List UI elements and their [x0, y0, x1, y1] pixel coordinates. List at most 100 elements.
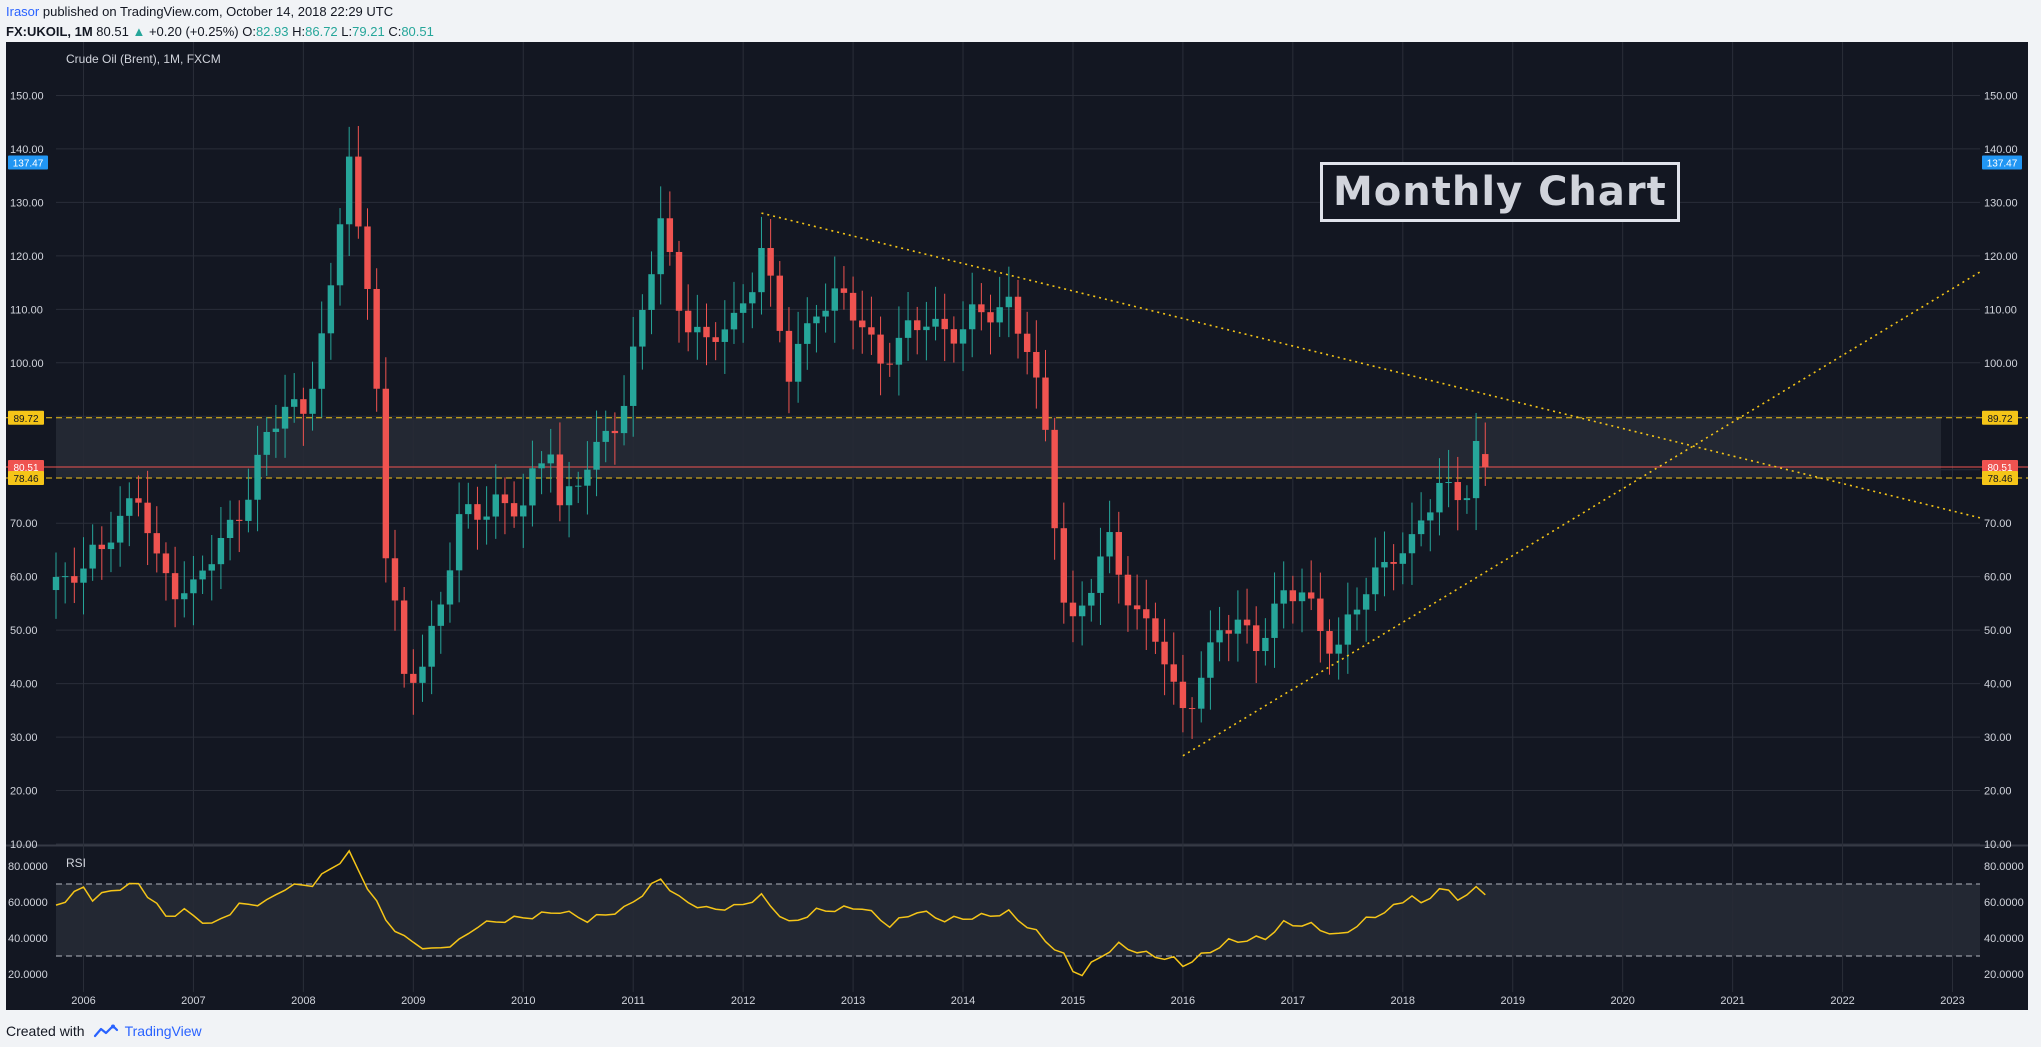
candle-body — [1390, 562, 1397, 564]
candle-body — [208, 564, 215, 571]
candle-body — [730, 312, 738, 330]
rsi-tick-label-left: 80.0000 — [8, 861, 48, 873]
high-value: 86.72 — [305, 24, 338, 39]
candle-body — [1472, 440, 1480, 499]
candle-body — [1216, 630, 1223, 643]
x-tick-label: 2016 — [1171, 995, 1195, 1007]
author-link[interactable]: Irasor — [6, 4, 40, 19]
y-tick-label-left: 110.00 — [10, 304, 43, 316]
candle-body — [694, 326, 701, 333]
candle-body — [98, 544, 106, 550]
x-tick-label: 2006 — [71, 995, 95, 1007]
candle-body — [144, 502, 151, 534]
candle-body — [611, 430, 619, 434]
candle-body — [510, 503, 518, 517]
candle-body — [767, 248, 774, 276]
chart-header: Irasor published on TradingView.com, Oct… — [6, 2, 434, 42]
candle-body — [1060, 528, 1068, 603]
candle-body — [1454, 482, 1461, 501]
candle-body — [135, 498, 142, 503]
candle-body — [721, 329, 729, 342]
monthly-chart-annotation[interactable]: Monthly Chart — [1320, 162, 1680, 222]
candle-body — [437, 604, 445, 626]
y-tick-label-right: 150.00 — [1984, 90, 2018, 102]
rsi-tick-label-right: 20.0000 — [1984, 969, 2024, 981]
candle-body — [1078, 605, 1086, 617]
candle-body — [1042, 377, 1049, 430]
candle-body — [474, 504, 481, 520]
candle-body — [400, 600, 408, 674]
candle-body — [620, 405, 628, 434]
candle-body — [932, 318, 939, 327]
candle-body — [1445, 482, 1452, 484]
candle-body — [959, 329, 967, 344]
candle-body — [1280, 590, 1287, 604]
candle-body — [116, 515, 124, 543]
y-tick-label-left: 30.00 — [10, 732, 38, 744]
candle-body — [126, 498, 133, 516]
candle-body — [1243, 619, 1251, 626]
x-tick-label: 2014 — [951, 995, 975, 1007]
candle-body — [61, 576, 69, 578]
x-tick-label: 2008 — [291, 995, 315, 1007]
rsi-line — [55, 849, 1486, 977]
candle-body — [465, 504, 472, 515]
candle-body — [1427, 512, 1434, 521]
x-tick-label: 2011 — [621, 995, 645, 1007]
y-tick-label-left: 140.00 — [10, 144, 44, 156]
candle-body — [1381, 562, 1388, 568]
candle-body — [639, 309, 646, 347]
tradingview-logo-icon — [93, 1024, 118, 1038]
candle-body — [712, 337, 719, 342]
candle-body — [813, 316, 820, 324]
x-tick-label: 2020 — [1610, 995, 1634, 1007]
candle-body — [941, 318, 948, 330]
candle-body — [547, 454, 554, 464]
publish-info: published on TradingView.com, October 14… — [42, 4, 394, 19]
candle-body — [89, 544, 96, 569]
rsi-tick-label-left: 60.0000 — [8, 897, 48, 909]
y-tick-label-left: 150.00 — [10, 90, 44, 102]
candle-body — [666, 218, 674, 252]
candle-body — [565, 486, 573, 506]
candle-body — [868, 327, 875, 335]
candle-body — [739, 303, 747, 313]
candle-body — [1170, 664, 1177, 682]
tradingview-brand[interactable]: TradingView — [93, 1020, 202, 1042]
publish-line: Irasor published on TradingView.com, Oct… — [6, 2, 434, 22]
x-tick-label: 2009 — [401, 995, 425, 1007]
candle-body — [446, 570, 454, 605]
candle-body — [1326, 631, 1333, 654]
candle-body — [1143, 609, 1150, 619]
y-tick-label-right: 10.00 — [1984, 839, 2012, 851]
candle-body — [1225, 630, 1232, 634]
y-tick-label-left: 130.00 — [10, 197, 44, 209]
candle-body — [675, 251, 683, 311]
chart-canvas[interactable]: 10.00 10.00 20.00 20.00 30.00 30.00 40.00 40.00… — [6, 42, 2028, 1010]
candle-body — [950, 329, 958, 344]
candle-body — [1362, 594, 1370, 610]
candle-body — [1307, 592, 1315, 599]
candle-body — [410, 673, 417, 683]
candle-body — [758, 248, 765, 293]
y-tick-label-left: 20.00 — [10, 786, 38, 798]
tradingview-link[interactable]: TradingView — [124, 1023, 202, 1039]
x-tick-label: 2018 — [1391, 995, 1415, 1007]
candle-body — [382, 388, 390, 559]
candle-body — [840, 288, 848, 293]
candle-body — [602, 430, 609, 442]
y-tick-label-left: 40.00 — [10, 679, 38, 691]
low-label: L: — [341, 24, 353, 39]
chart-area[interactable]: 10.00 10.00 20.00 20.00 30.00 30.00 40.00 40.00… — [6, 42, 2028, 1010]
y-tick-label-right: 30.00 — [1984, 732, 2012, 744]
level-badge-left — [8, 470, 44, 485]
candle-body — [245, 499, 252, 521]
last-price: 80.51 — [96, 24, 129, 39]
candle-body — [327, 285, 335, 334]
footer: Created with TradingView — [6, 1020, 202, 1042]
x-tick-label: 2015 — [1061, 995, 1085, 1007]
candle-body — [1262, 637, 1269, 652]
candle-body — [849, 292, 857, 321]
candle-body — [629, 346, 637, 406]
y-tick-label-left: 10.00 — [10, 839, 38, 851]
